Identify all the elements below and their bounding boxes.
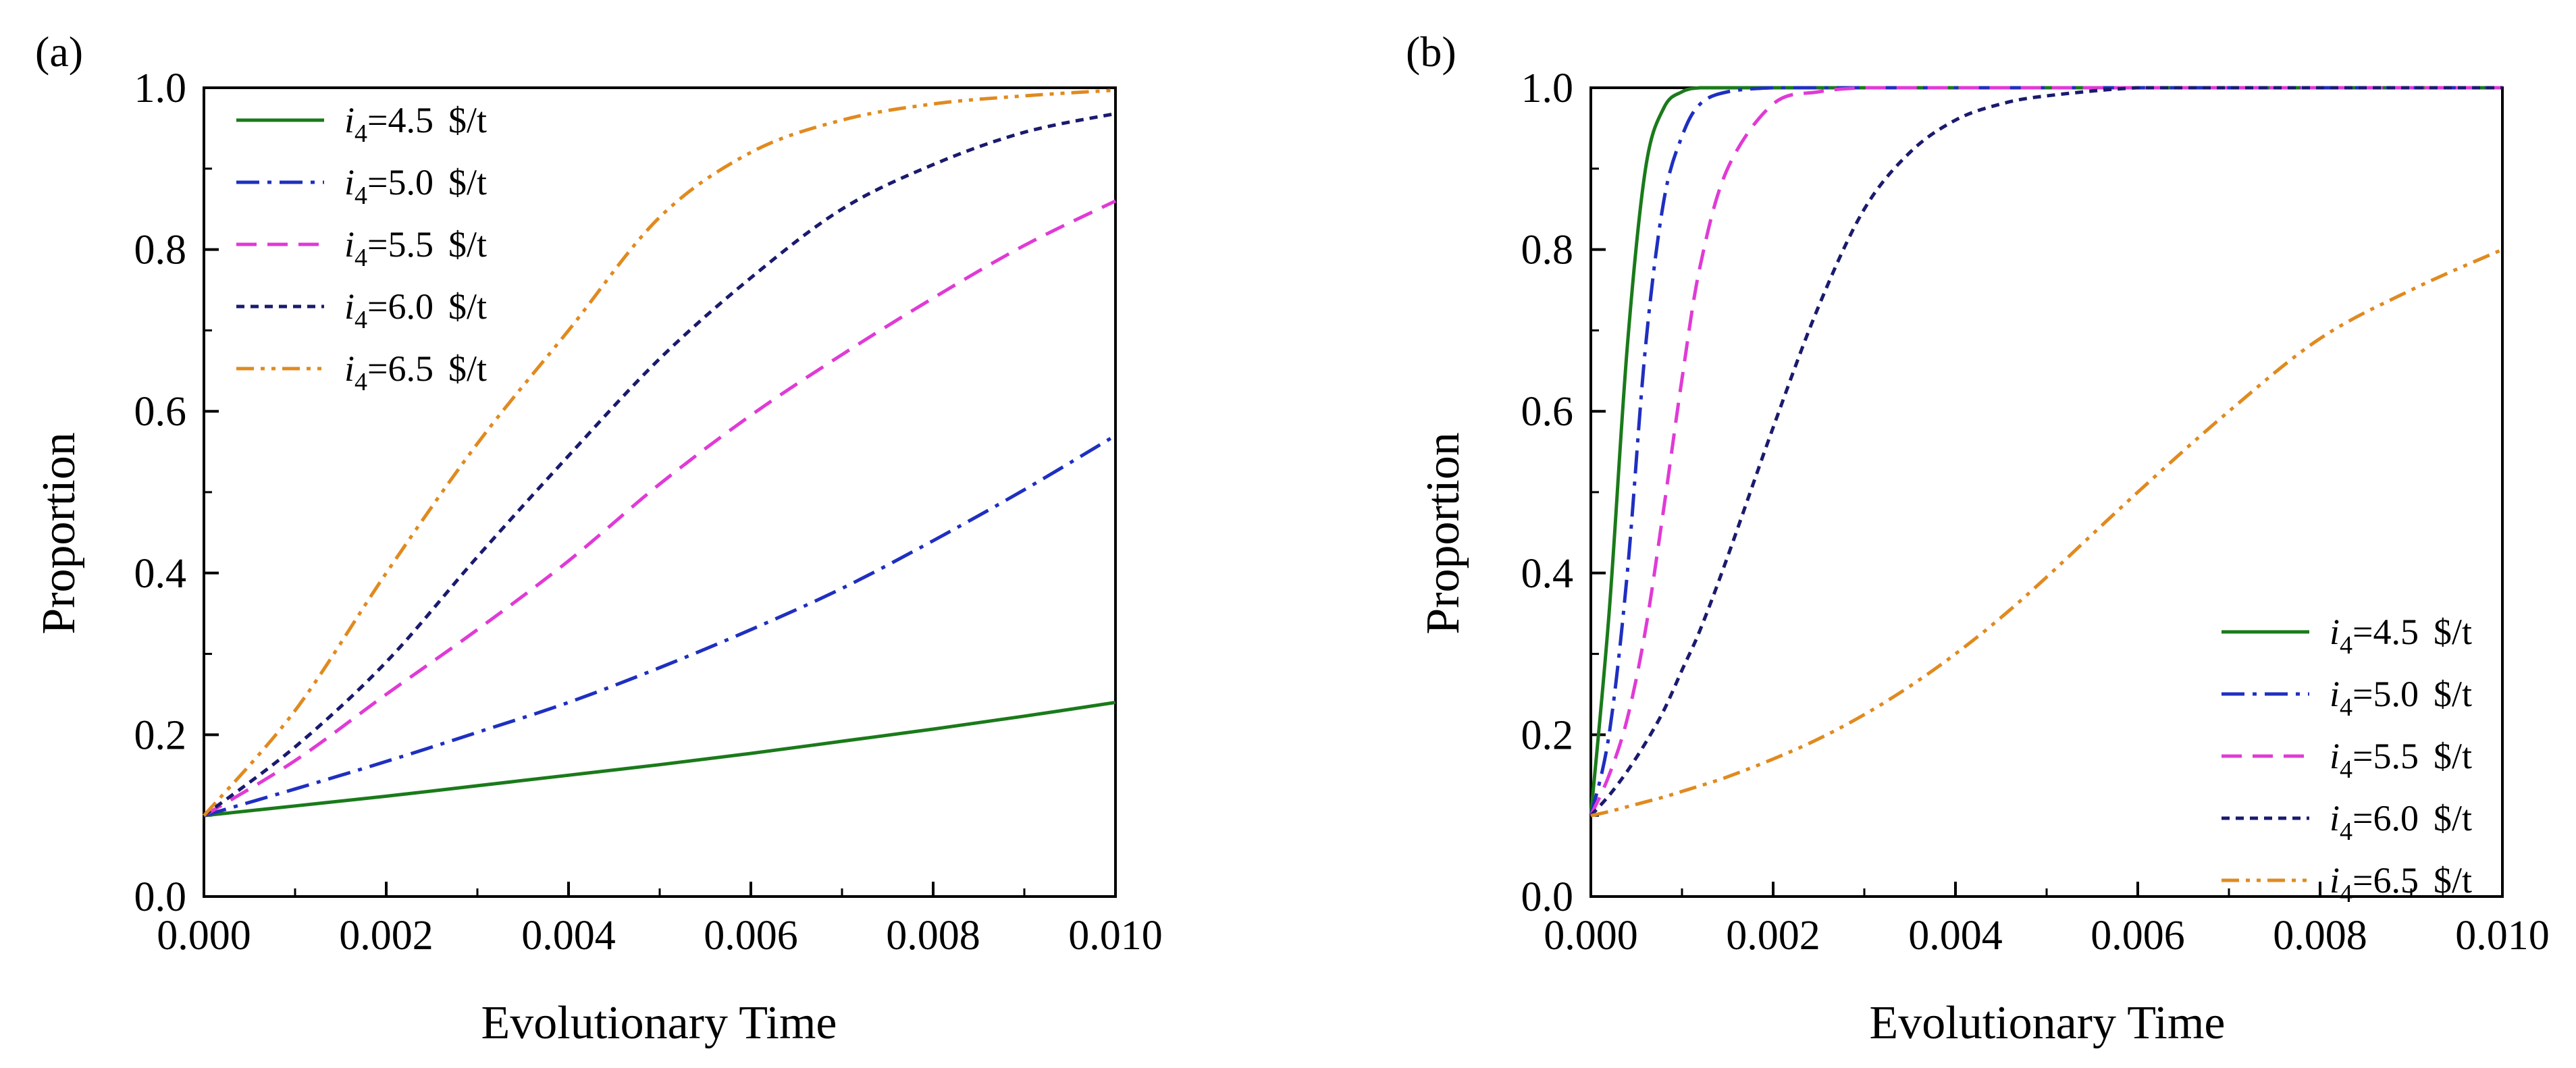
x-tick-label: 0.002: [339, 913, 433, 959]
x-tick-label: 0.010: [2455, 913, 2550, 959]
y-tick-label: 0.0: [1521, 874, 1574, 920]
y-tick-label: 1.0: [134, 65, 187, 111]
x-tick-label: 0.006: [704, 913, 798, 959]
x-tick-label: 0.000: [1544, 913, 1638, 959]
panel-a: (a) 0.000 0.002 0.004 0.006 0.008 0.010 0.0 0.2…: [33, 28, 1163, 1049]
y-tick-label: 0.6: [134, 389, 187, 435]
legend-label: i4=5.0 $/t: [344, 162, 487, 210]
series-line-5-0: [203, 433, 1117, 818]
series-line-6-5: [203, 88, 1116, 817]
x-tick-label: 0.004: [1908, 913, 2003, 959]
legend-label: i4=5.0 $/t: [2330, 674, 2472, 722]
y-tick-label: 0.2: [1521, 712, 1574, 758]
y-tick-label: 0.4: [134, 551, 187, 597]
x-axis-title-b: Evolutionary Time: [1870, 997, 2226, 1049]
plot-area-b: 0.000 0.002 0.004 0.006 0.008 0.010 0.0 0.2 0.4 0…: [1521, 65, 2550, 959]
y-axis-title-a: Proportion: [33, 432, 85, 634]
series-line-6-5: [1590, 248, 2504, 818]
series-line-6-0: [1589, 86, 2502, 817]
legend-label: i4=5.5 $/t: [344, 224, 487, 272]
plot-area-a: 0.000 0.002 0.004 0.006 0.008 0.010 0.0 0.2 0.4 0…: [134, 65, 1163, 959]
y-axis-title-b: Proportion: [1417, 432, 1469, 634]
x-tick-label: 0.000: [157, 913, 251, 959]
y-tick-label: 0.0: [134, 874, 187, 920]
legend-label: i4=6.0 $/t: [344, 286, 487, 334]
panel-label-a: (a): [35, 28, 83, 76]
y-tick-label: 0.8: [1521, 228, 1574, 273]
y-tick-label: 1.0: [1521, 65, 1574, 111]
y-tick-label: 0.8: [134, 228, 187, 273]
legend-label: i4=5.5 $/t: [2330, 736, 2472, 784]
y-tick-label: 0.4: [1521, 551, 1574, 597]
legend-label: i4=4.5 $/t: [344, 100, 487, 148]
series-line-5-5: [1589, 86, 2502, 817]
x-tick-label: 0.008: [2273, 913, 2367, 959]
series-line-5-5: [203, 199, 1117, 818]
y-tick-label: 0.2: [134, 712, 187, 758]
legend-label: i4=6.5 $/t: [344, 348, 487, 396]
x-tick-label: 0.010: [1068, 913, 1163, 959]
legend-label: i4=6.0 $/t: [2330, 798, 2472, 846]
x-tick-label: 0.004: [521, 913, 616, 959]
legend: i4=4.5 $/t i4=5.0 $/t i4=5.5 $/t i4=6.0 $/t i4=6…: [236, 100, 487, 396]
legend: i4=4.5 $/t i4=5.0 $/t i4=5.5 $/t i4=6.0 $/t i4=6…: [2222, 612, 2472, 908]
x-tick-label: 0.006: [2091, 913, 2185, 959]
x-axis-title-a: Evolutionary Time: [481, 997, 837, 1049]
panel-b: (b) 0.000 0.002 0.004 0.006 0.008 0.010 0.0 0.2…: [1406, 28, 2550, 1049]
series-line-5-0: [1589, 86, 2502, 816]
x-tick-label: 0.002: [1726, 913, 1820, 959]
panel-label-b: (b): [1406, 28, 1456, 76]
legend-label: i4=6.5 $/t: [2330, 860, 2472, 908]
legend-label: i4=4.5 $/t: [2330, 612, 2472, 660]
y-tick-label: 0.6: [1521, 389, 1574, 435]
series-line-4-5: [203, 701, 1116, 818]
x-tick-label: 0.008: [886, 913, 980, 959]
